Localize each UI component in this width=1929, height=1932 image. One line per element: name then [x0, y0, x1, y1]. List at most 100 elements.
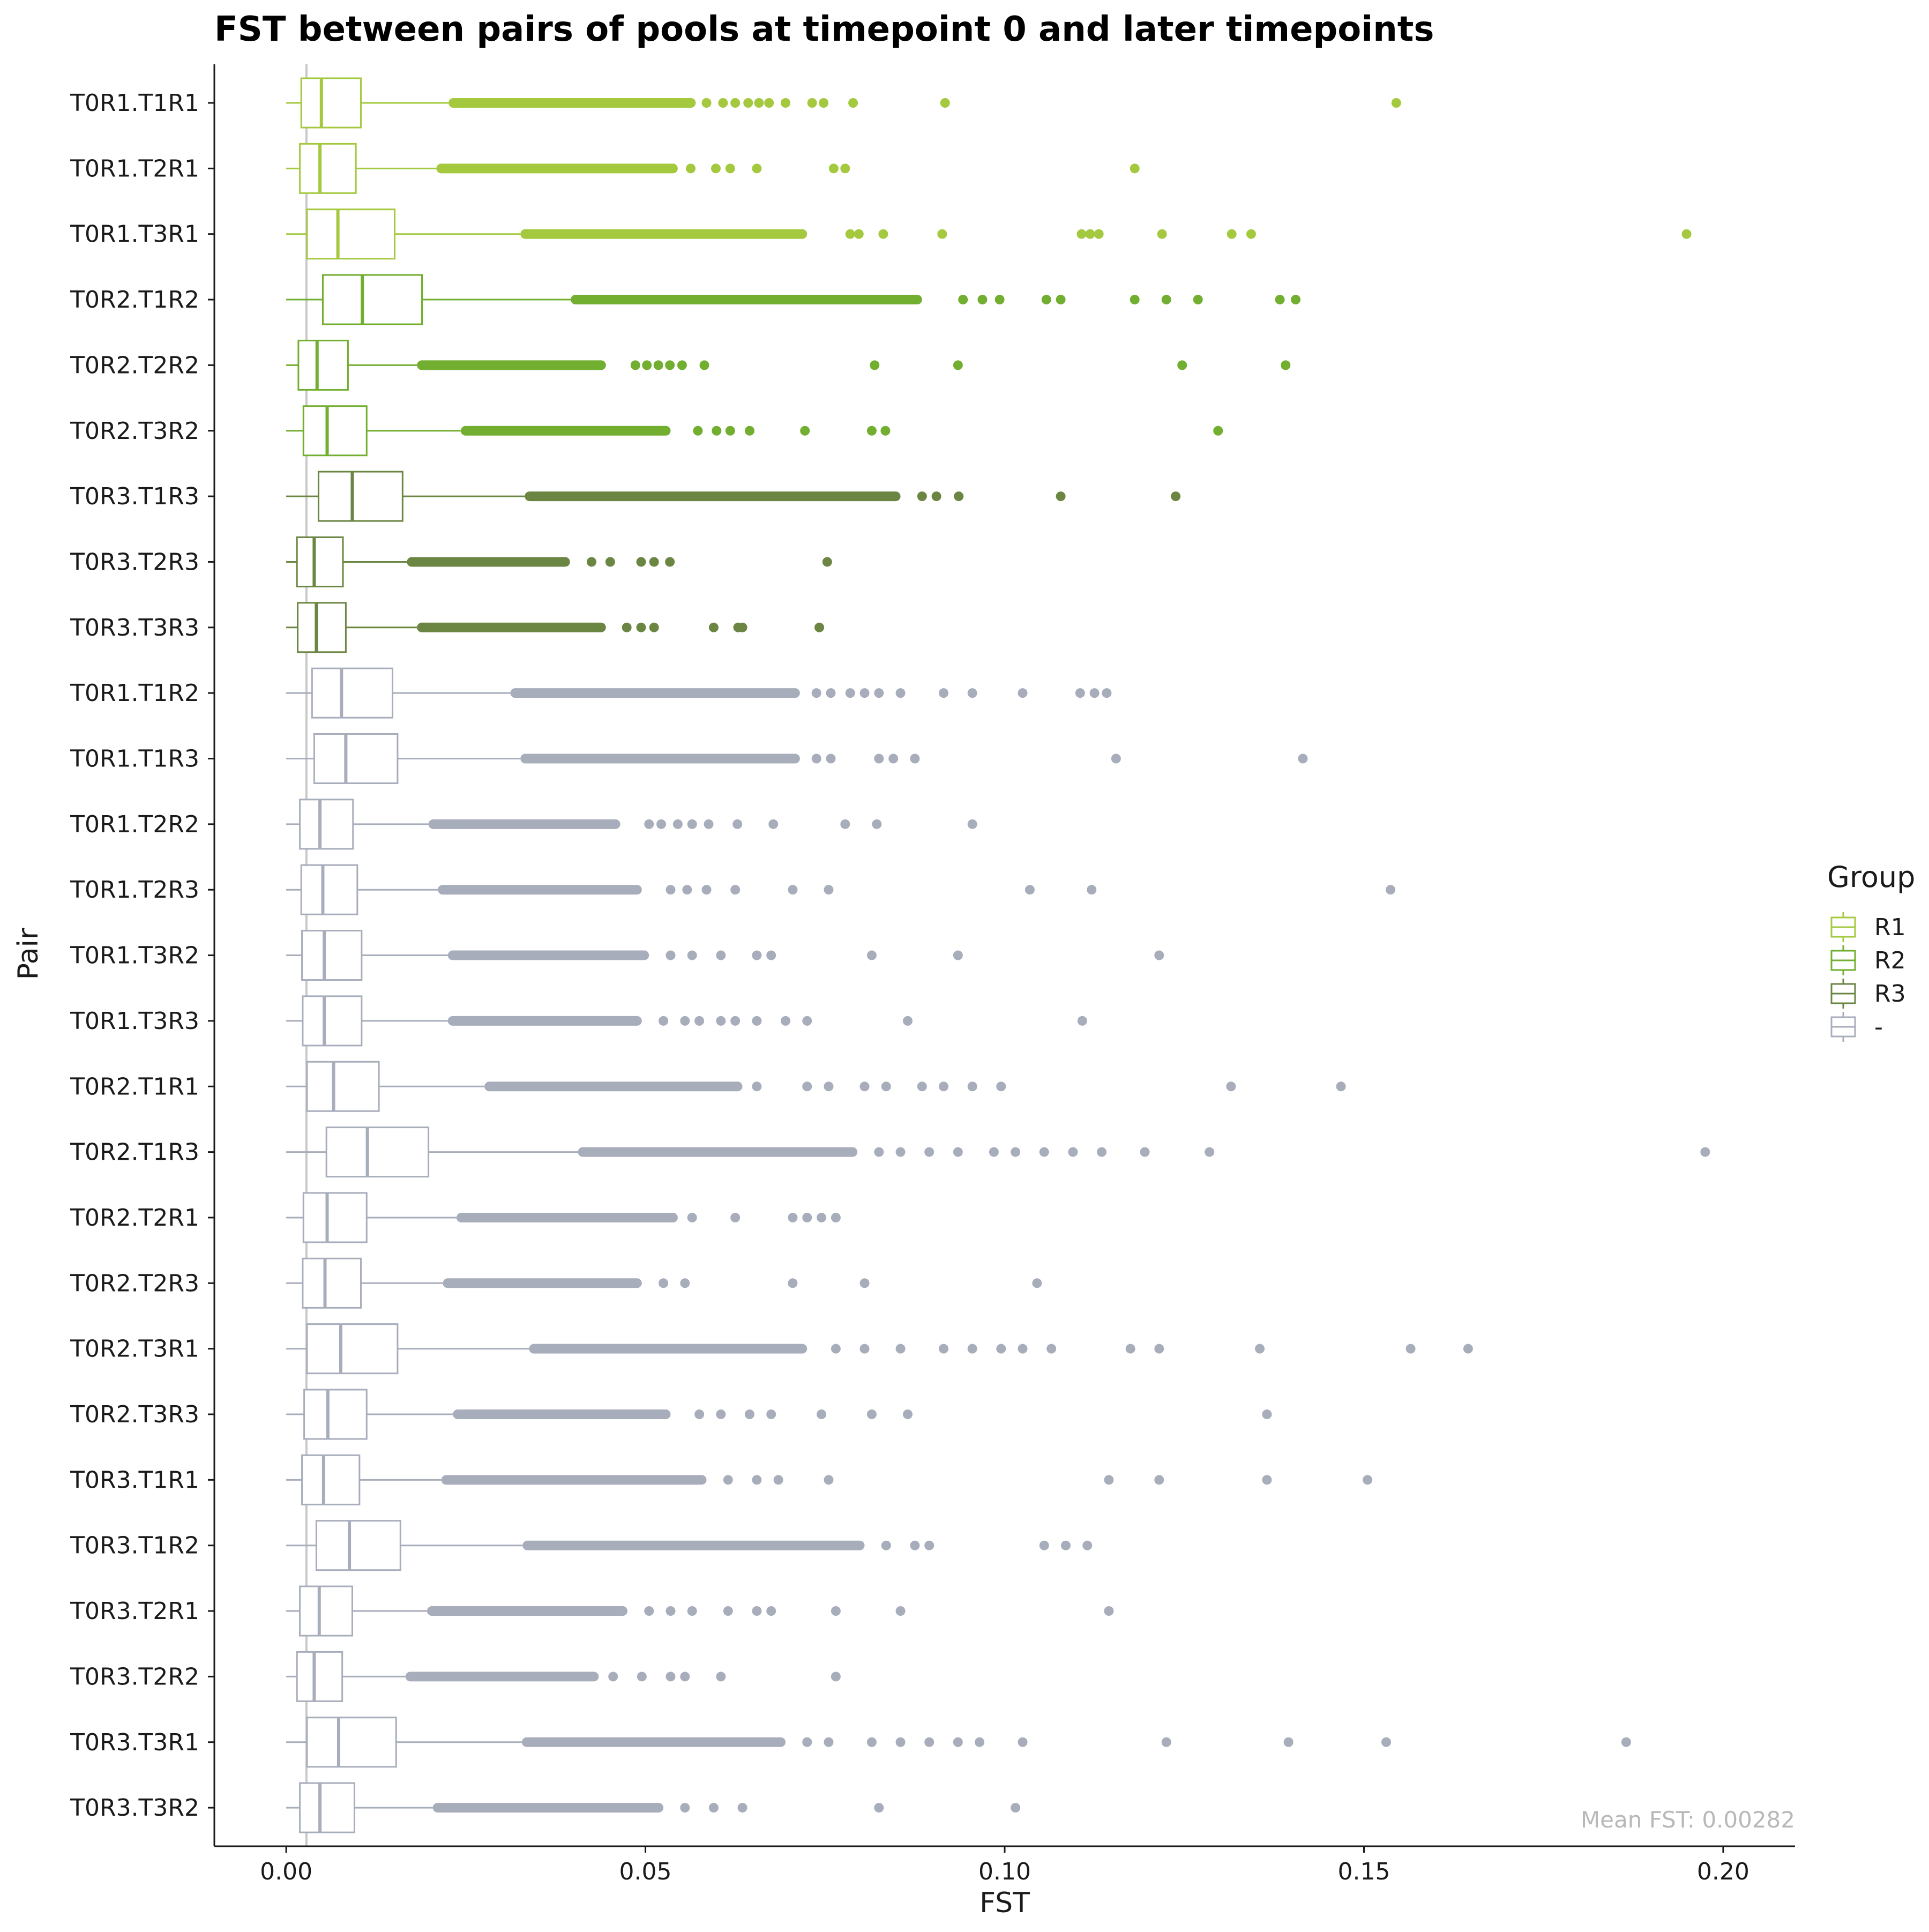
outlier-point: [800, 426, 810, 436]
dense-outlier-band: [571, 295, 922, 305]
outlier-point: [672, 819, 683, 829]
outlier-point: [1205, 1147, 1215, 1157]
outlier-point: [656, 819, 667, 829]
outlier-point: [1076, 229, 1087, 239]
y-tick-label: T0R1.T3R3: [70, 1008, 199, 1035]
y-tick-label: T0R3.T1R3: [70, 483, 199, 510]
outlier-point: [975, 1737, 985, 1747]
y-tick-label: T0R2.T2R3: [70, 1270, 199, 1297]
dense-outlier-band: [432, 1803, 664, 1813]
outlier-point: [824, 1475, 834, 1485]
x-tick-label: 0.05: [619, 1858, 672, 1885]
outlier-point: [874, 1147, 884, 1157]
outlier-point: [866, 1737, 877, 1747]
outlier-point: [1255, 1344, 1265, 1354]
outlier-point: [699, 360, 709, 370]
outlier-point: [859, 688, 870, 698]
iqr-box: [299, 1782, 355, 1833]
dense-outlier-band: [456, 1212, 678, 1222]
outlier-point: [694, 1016, 705, 1026]
iqr-box: [306, 208, 396, 260]
outlier-point: [630, 360, 640, 370]
outlier-point: [954, 491, 964, 502]
outlier-point: [917, 491, 927, 502]
box-t0r2-t3r3: [286, 1389, 1272, 1440]
y-tick-label: T0R1.T3R2: [70, 942, 199, 969]
iqr-box: [313, 733, 399, 784]
outlier-point: [1281, 360, 1291, 370]
box-t0r2-t1r1: [286, 1061, 1346, 1112]
box-t0r2-t2r2: [286, 339, 1291, 391]
dense-outlier-band: [427, 1606, 628, 1616]
outlier-point: [989, 1147, 999, 1157]
outlier-point: [680, 1016, 690, 1026]
iqr-box: [317, 471, 403, 522]
y-tick-label: T0R2.T2R1: [70, 1204, 199, 1232]
outlier-point: [1056, 491, 1066, 502]
outlier-point: [819, 98, 829, 108]
outlier-point: [1161, 1737, 1171, 1747]
outlier-point: [1104, 1475, 1114, 1485]
y-tick-label: T0R1.T3R1: [70, 221, 199, 248]
outlier-point: [831, 1672, 841, 1682]
outlier-point: [967, 1081, 977, 1092]
box-t0r2-t1r3: [286, 1127, 1710, 1178]
y-tick-label: T0R1.T1R1: [70, 89, 199, 117]
outlier-point: [649, 622, 659, 632]
iqr-box: [301, 1454, 361, 1505]
outlier-point: [754, 98, 764, 108]
outlier-point: [708, 622, 719, 632]
y-tick-label: T0R3.T2R2: [70, 1663, 199, 1690]
box-t0r1-t1r2: [286, 667, 1112, 719]
iqr-box: [299, 799, 354, 850]
iqr-box: [300, 864, 358, 915]
outlier-point: [831, 1344, 841, 1354]
iqr-box: [301, 930, 363, 981]
y-tick-label: T0R3.T3R3: [70, 614, 199, 641]
outlier-point: [874, 1803, 884, 1813]
outlier-point: [802, 1212, 812, 1222]
dense-outlier-band: [441, 1475, 707, 1485]
axes: T0R1.T1R1 T0R1.T2R1 T0R1.T3R1 T0R2.T1R2 T0R2…: [70, 64, 1795, 1885]
outlier-point: [1025, 885, 1035, 895]
dense-outlier-band: [448, 98, 696, 108]
outlier-point: [716, 1016, 726, 1026]
outlier-point: [781, 1016, 791, 1026]
iqr-box: [303, 1389, 368, 1440]
outlier-point: [924, 1540, 934, 1550]
dense-outlier-band: [578, 1147, 858, 1157]
outlier-point: [659, 1278, 669, 1288]
outlier-point: [802, 1737, 812, 1747]
outlier-point: [888, 754, 899, 764]
outlier-point: [826, 688, 836, 698]
outlier-point: [752, 1475, 762, 1485]
outlier-point: [1154, 1344, 1164, 1354]
outlier-point: [895, 1606, 906, 1616]
outlier-point: [1018, 1344, 1028, 1354]
iqr-box: [306, 1323, 399, 1375]
box-t0r2-t1r2: [286, 274, 1301, 325]
outlier-point: [848, 98, 858, 108]
outlier-point: [1157, 229, 1167, 239]
chart-title: FST between pairs of pools at timepoint …: [214, 10, 1434, 49]
iqr-box: [299, 1585, 353, 1637]
outlier-point: [768, 819, 779, 829]
outlier-point: [680, 1278, 690, 1288]
legend-entry-other: -: [1830, 1012, 1883, 1042]
outlier-point: [1018, 688, 1028, 698]
outlier-point: [682, 885, 692, 895]
outlier-point: [939, 1081, 949, 1092]
y-tick-label: T0R2.T2R2: [70, 352, 199, 379]
outlier-point: [752, 1016, 762, 1026]
outlier-point: [967, 688, 977, 698]
y-tick-label: T0R3.T3R1: [70, 1729, 199, 1756]
outlier-point: [752, 950, 762, 960]
outlier-point: [967, 1344, 977, 1354]
outlier-point: [711, 163, 721, 174]
outlier-point: [1193, 295, 1203, 305]
dense-outlier-band: [520, 229, 808, 239]
outlier-point: [854, 229, 864, 239]
dense-outlier-band: [436, 163, 678, 174]
box-t0r1-t2r3: [286, 864, 1396, 915]
